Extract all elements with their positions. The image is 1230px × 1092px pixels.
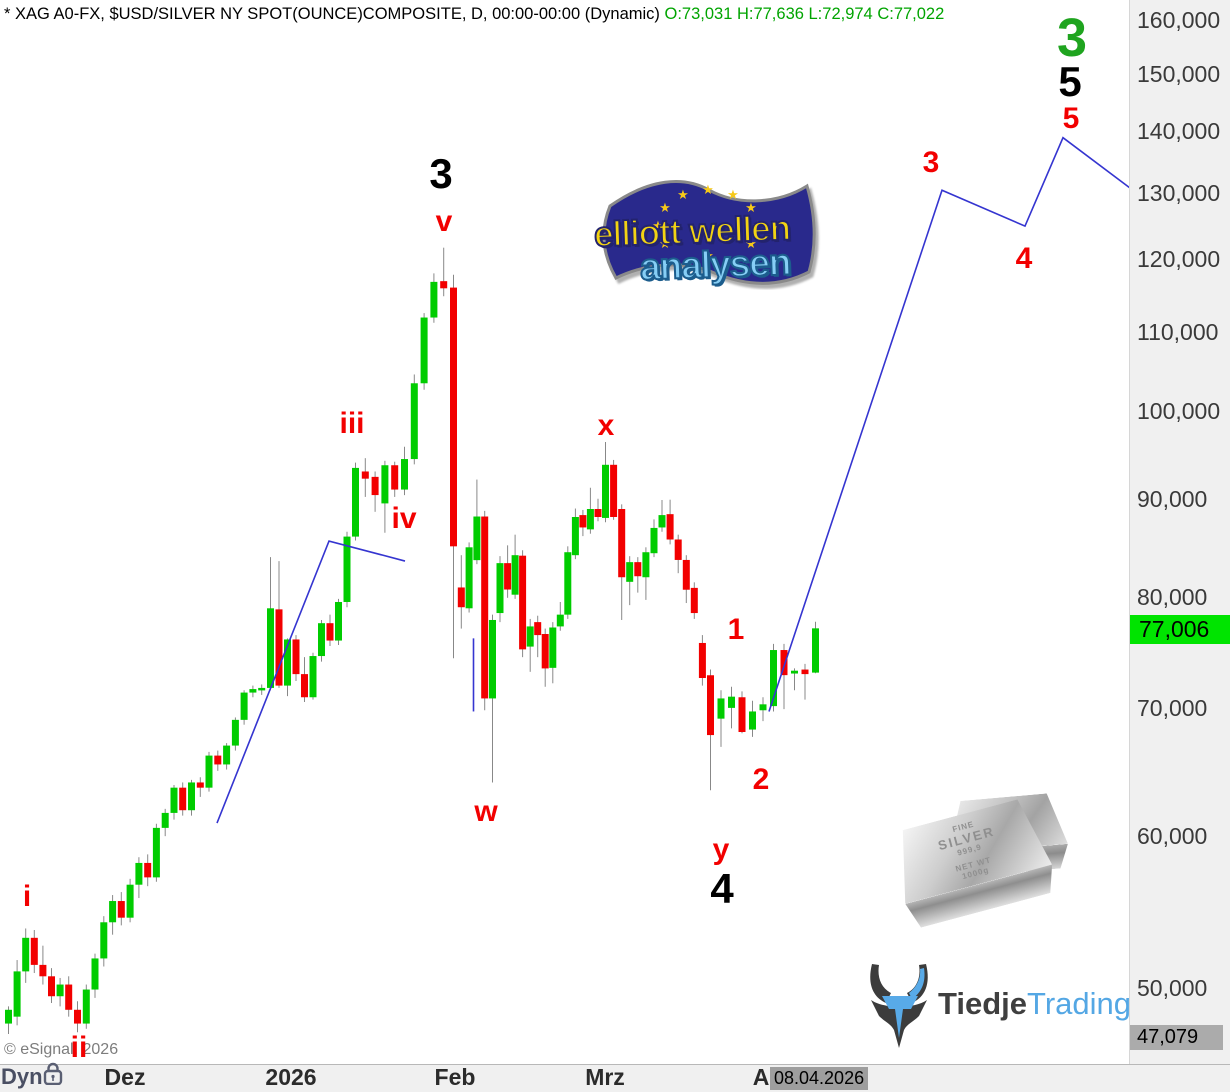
price-tick-80000: 80,000 <box>1137 583 1208 610</box>
svg-text:★: ★ <box>677 187 689 202</box>
price-tick-100000: 100,000 <box>1137 398 1221 425</box>
price-tick-50000: 50,000 <box>1137 974 1208 1001</box>
wave-label-y-red: y <box>712 833 730 867</box>
price-tick-140000: 140,000 <box>1137 118 1221 145</box>
wave-label-iv-red: iv <box>391 502 417 536</box>
svg-text:★: ★ <box>745 236 757 251</box>
chart-ohlc-values: O:73,031 H:77,636 L:72,974 C:77,022 <box>664 5 945 23</box>
time-axis-bar[interactable]: Dyn 08.04.2026 Dez 2026 Feb Mrz A <box>0 1062 1230 1092</box>
chart-symbol-text: * XAG A0-FX, $USD/SILVER NY SPOT(OUNCE)C… <box>4 5 665 23</box>
silver-bar-front: FINE SILVER 999,9 NET WT 1000g <box>887 795 1060 931</box>
price-tick-90000: 90,000 <box>1137 485 1208 512</box>
wave-label-4-red: 4 <box>1015 242 1033 276</box>
time-tick-Dez: Dez <box>104 1064 146 1090</box>
esignal-copyright: © eSignal, 2026 <box>4 1041 119 1058</box>
price-tick-120000: 120,000 <box>1137 246 1221 273</box>
wave-label-x-red: x <box>597 409 615 443</box>
candlestick-canvas[interactable] <box>0 0 1130 1065</box>
wave-label-2-red: 2 <box>752 762 770 796</box>
wave-label-5-black: 5 <box>1058 58 1082 106</box>
tiedjetrading-logo: TiedjeTrading <box>862 962 1131 1052</box>
wave-label-v-red: v <box>435 205 453 239</box>
price-tick-130000: 130,000 <box>1137 179 1221 206</box>
current-price-badge: 77,006 <box>1130 614 1230 644</box>
cursor-date-badge: 08.04.2026 <box>770 1067 869 1090</box>
price-axis-panel[interactable]: 77,006 47,079 160,000 150,000 140,000 130,0… <box>1129 0 1230 1065</box>
wave-label-3-black: 3 <box>429 149 453 197</box>
wave-label-1-red: 1 <box>727 612 745 646</box>
bull-icon <box>870 964 928 1048</box>
wave-label-5-red: 5 <box>1062 102 1080 136</box>
chart-plot-area[interactable]: * XAG A0-FX, $USD/SILVER NY SPOT(OUNCE)C… <box>0 0 1131 1065</box>
wave-label-4-black: 4 <box>710 865 734 913</box>
time-tick-A: A <box>752 1064 770 1090</box>
price-tick-160000: 160,000 <box>1137 7 1221 33</box>
wave-label-ii-red: ii <box>70 1031 88 1065</box>
tiedjetrading-wordmark: TiedjeTrading <box>938 986 1131 1022</box>
lock-icon[interactable] <box>42 1062 64 1090</box>
wave-label-3-red: 3 <box>922 145 940 179</box>
price-tick-70000: 70,000 <box>1137 694 1208 721</box>
svg-text:★: ★ <box>702 182 714 197</box>
wave-label-iii-red: iii <box>339 406 365 440</box>
wave-label-3-green: 3 <box>1056 8 1088 69</box>
svg-text:★: ★ <box>659 200 671 215</box>
svg-text:★: ★ <box>752 218 764 233</box>
price-tick-60000: 60,000 <box>1137 823 1208 850</box>
price-tick-150000: 150,000 <box>1137 60 1221 87</box>
time-tick-Feb: Feb <box>434 1064 476 1090</box>
elliott-wellen-analysen-watermark: ★ ★ ★ ★ ★ ★ ★ ★ ★ ★ elliott wellen analysen <box>588 172 828 290</box>
time-tick-2026: 2026 <box>265 1064 317 1090</box>
session-low-badge: 47,079 <box>1130 1024 1223 1050</box>
svg-text:★: ★ <box>652 218 664 233</box>
price-tick-110000: 110,000 <box>1137 318 1219 345</box>
tiedje-text-part2: Trading <box>1027 986 1131 1021</box>
watermark-text-line2: analysen <box>638 240 792 288</box>
chart-title: * XAG A0-FX, $USD/SILVER NY SPOT(OUNCE)C… <box>4 5 944 24</box>
dynamic-mode-button[interactable]: Dyn <box>1 1064 43 1089</box>
eu-flag-icon: ★ ★ ★ ★ ★ ★ ★ ★ ★ ★ <box>602 180 816 285</box>
wave-label-w-red: w <box>474 794 498 828</box>
svg-text:★: ★ <box>659 236 671 251</box>
wave-label-i-red: i <box>22 879 32 913</box>
svg-text:★: ★ <box>702 248 714 263</box>
tiedje-text-part1: Tiedje <box>938 986 1028 1021</box>
svg-text:★: ★ <box>727 187 739 202</box>
silver-bars-image: 999,9 FINE SILVER 999,9 NET WT 1000g <box>895 783 1075 935</box>
time-tick-Mrz: Mrz <box>585 1064 625 1090</box>
svg-text:★: ★ <box>745 200 757 215</box>
